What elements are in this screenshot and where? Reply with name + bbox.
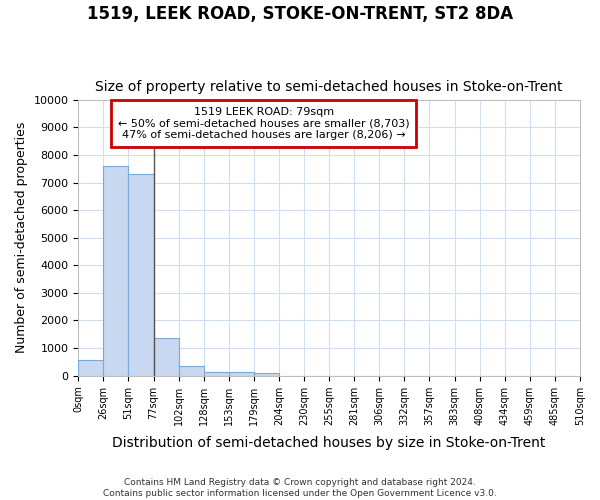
Bar [254,373,279,376]
Y-axis label: Number of semi-detached properties: Number of semi-detached properties [15,122,28,354]
Bar [204,372,229,376]
Bar [179,366,204,376]
Title: Size of property relative to semi-detached houses in Stoke-on-Trent: Size of property relative to semi-detach… [95,80,563,94]
Bar [78,360,103,376]
Bar [103,166,128,376]
Text: 1519, LEEK ROAD, STOKE-ON-TRENT, ST2 8DA: 1519, LEEK ROAD, STOKE-ON-TRENT, ST2 8DA [87,5,513,23]
Bar [154,338,179,376]
Text: 1519 LEEK ROAD: 79sqm
← 50% of semi-detached houses are smaller (8,703)
47% of s: 1519 LEEK ROAD: 79sqm ← 50% of semi-deta… [118,106,410,140]
X-axis label: Distribution of semi-detached houses by size in Stoke-on-Trent: Distribution of semi-detached houses by … [112,436,546,450]
Bar [128,174,154,376]
Text: Contains HM Land Registry data © Crown copyright and database right 2024.
Contai: Contains HM Land Registry data © Crown c… [103,478,497,498]
Bar [229,372,254,376]
